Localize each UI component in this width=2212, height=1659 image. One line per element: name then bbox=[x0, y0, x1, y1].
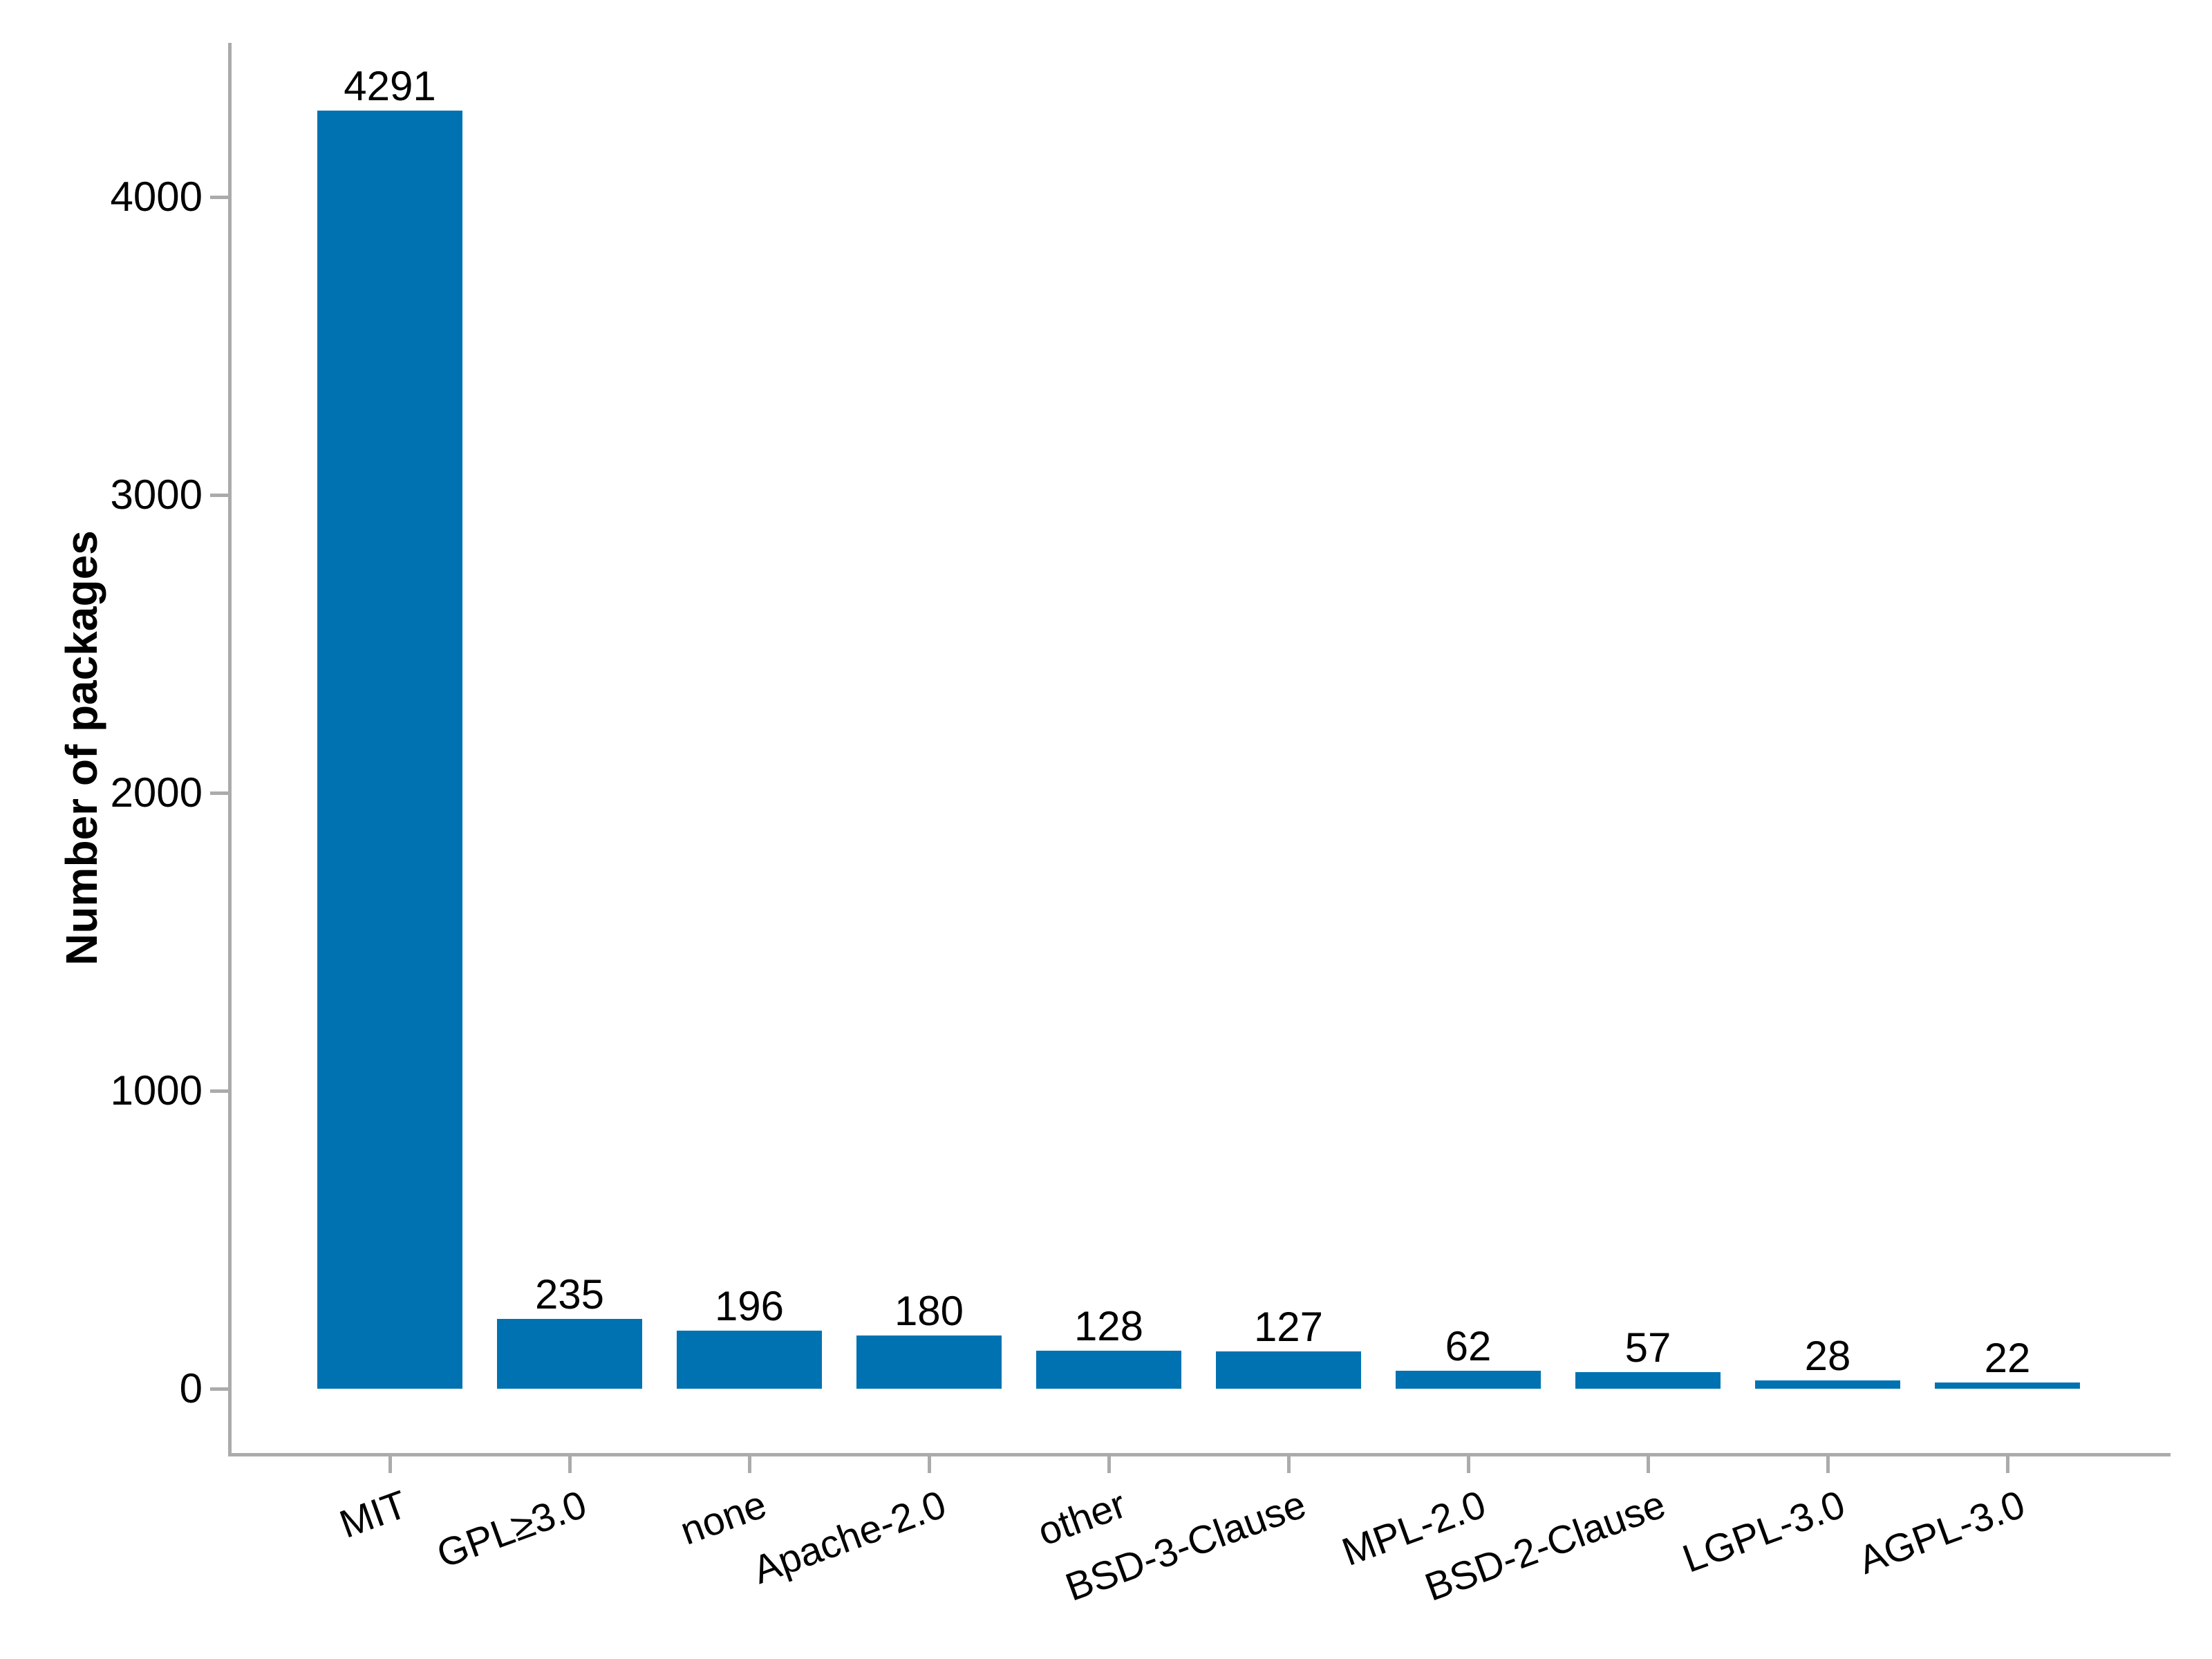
x-tick bbox=[1466, 1456, 1470, 1473]
y-tick-label: 3000 bbox=[110, 471, 203, 518]
y-tick bbox=[210, 195, 228, 199]
bar bbox=[1036, 1351, 1181, 1389]
y-tick bbox=[210, 791, 228, 795]
bar bbox=[497, 1319, 642, 1389]
x-tick bbox=[927, 1456, 931, 1473]
y-tick bbox=[210, 1089, 228, 1093]
x-tick bbox=[747, 1456, 751, 1473]
y-axis-title: Number of packages bbox=[57, 530, 106, 966]
x-tick-label: other bbox=[1032, 1482, 1132, 1555]
x-tick-label: Apache-2.0 bbox=[747, 1482, 953, 1593]
bar-value-label: 62 bbox=[1445, 1322, 1492, 1369]
bar bbox=[677, 1330, 822, 1389]
y-tick-label: 2000 bbox=[110, 769, 203, 816]
x-tick bbox=[1646, 1456, 1650, 1473]
bar-value-label: 128 bbox=[1074, 1303, 1144, 1350]
y-axis-line bbox=[228, 43, 232, 1456]
x-axis-line bbox=[228, 1453, 2171, 1456]
bar bbox=[1755, 1380, 1900, 1389]
x-tick bbox=[568, 1456, 572, 1473]
bar bbox=[1216, 1351, 1361, 1389]
x-tick-label: LGPL-3.0 bbox=[1677, 1482, 1851, 1582]
bar-value-label: 196 bbox=[714, 1282, 785, 1329]
bar-value-label: 22 bbox=[1984, 1334, 2031, 1381]
y-tick bbox=[210, 493, 228, 497]
x-tick-label: none bbox=[675, 1482, 773, 1554]
bar-value-label: 235 bbox=[534, 1271, 605, 1318]
bar bbox=[1935, 1382, 2080, 1389]
y-tick bbox=[210, 1387, 228, 1391]
y-tick-label: 1000 bbox=[110, 1067, 203, 1114]
bar-value-label: 57 bbox=[1624, 1324, 1671, 1371]
x-tick-label: GPL≥3.0 bbox=[431, 1482, 593, 1577]
x-tick bbox=[1107, 1456, 1111, 1473]
x-tick bbox=[2005, 1456, 2009, 1473]
bar bbox=[856, 1335, 1002, 1389]
bar-value-label: 4291 bbox=[344, 62, 436, 109]
y-tick-label: 4000 bbox=[110, 174, 203, 221]
bar bbox=[317, 110, 462, 1389]
bar-value-label: 127 bbox=[1253, 1303, 1324, 1350]
x-tick-label: MIT bbox=[334, 1482, 413, 1547]
bar-value-label: 180 bbox=[894, 1287, 964, 1334]
x-tick bbox=[1826, 1456, 1830, 1473]
y-tick-label: 0 bbox=[179, 1365, 203, 1412]
x-tick bbox=[388, 1456, 392, 1473]
bar bbox=[1575, 1371, 1721, 1389]
bar bbox=[1396, 1370, 1541, 1389]
x-tick-label: AGPL-3.0 bbox=[1853, 1482, 2031, 1583]
bar-value-label: 28 bbox=[1804, 1333, 1851, 1380]
x-tick bbox=[1286, 1456, 1291, 1473]
